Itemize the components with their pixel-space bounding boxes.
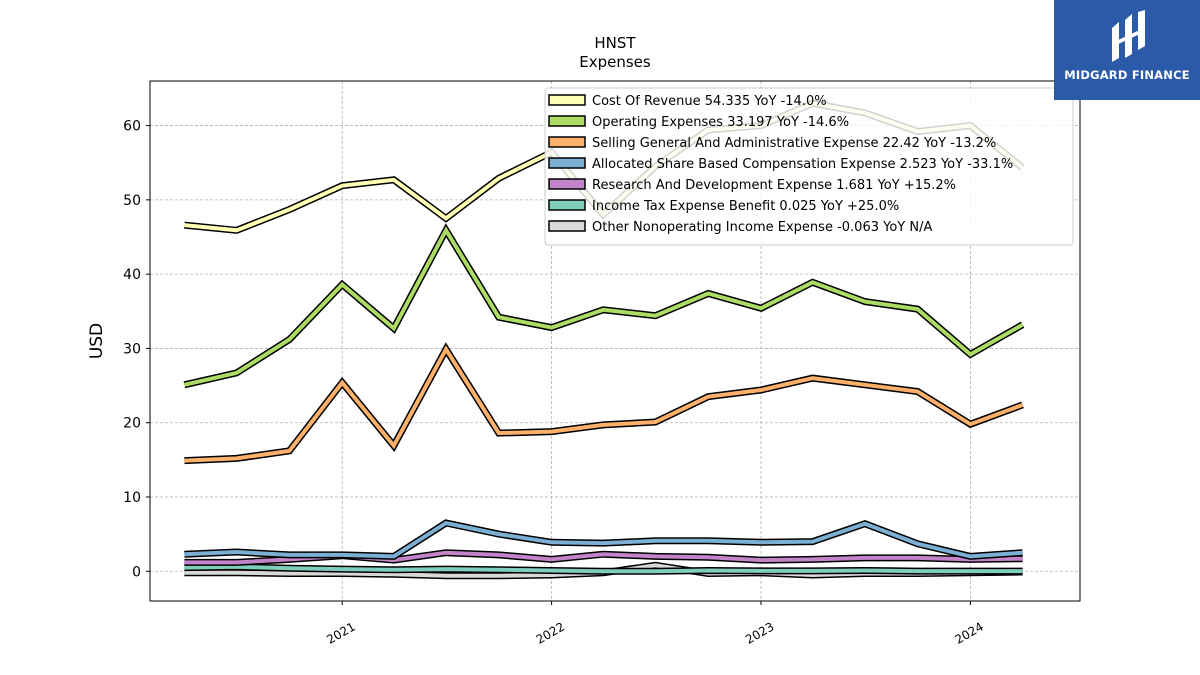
legend-swatch (548, 94, 586, 106)
x-tick-label: 2023 (743, 619, 776, 646)
y-tick-label: 10 (123, 490, 141, 506)
legend-entry: Income Tax Expense Benefit 0.025 YoY +25… (592, 199, 899, 214)
y-tick-label: 50 (123, 193, 141, 209)
logo-text: MIDGARD FINANCE (1064, 68, 1190, 82)
series-line (183, 226, 1024, 387)
series-line (184, 345, 1024, 463)
logo-mark-icon (1112, 10, 1145, 62)
x-tick-label: 2024 (952, 619, 985, 646)
y-axis-label: USD (87, 323, 107, 359)
legend-swatch (548, 115, 586, 127)
legend-swatch (548, 136, 586, 148)
series-line (184, 520, 1023, 559)
y-tick-label: 40 (123, 267, 141, 283)
legend-swatch (548, 199, 586, 211)
legend-swatch (548, 178, 586, 190)
brand-logo: MIDGARD FINANCE (1054, 0, 1200, 100)
legend-swatch (548, 220, 586, 232)
axes-frame (149, 80, 1081, 602)
y-tick-label: 0 (132, 564, 141, 580)
chart-title: HNST (594, 34, 636, 52)
legend-entry: Cost Of Revenue 54.335 YoY -14.0% (592, 94, 827, 109)
plot-area (183, 99, 1025, 580)
y-tick-label: 30 (123, 341, 141, 357)
chart-subtitle: Expenses (579, 53, 651, 71)
series-selling-general-and-administrative-expense (184, 342, 1024, 465)
series-outline (184, 342, 1024, 465)
legend-entry: Allocated Share Based Compensation Expen… (592, 157, 1013, 172)
y-tick-label: 20 (123, 416, 141, 432)
series-line (184, 564, 1023, 574)
legend-swatch (548, 157, 586, 169)
legend-entry: Selling General And Administrative Expen… (592, 136, 996, 151)
x-tick-label: 2021 (324, 619, 357, 646)
y-tick-label: 60 (123, 119, 141, 135)
series-income-tax-expense-benefit (184, 563, 1023, 575)
legend-entry: Research And Development Expense 1.681 Y… (592, 178, 956, 193)
legend-entry: Other Nonoperating Income Expense -0.063… (592, 220, 932, 235)
x-tick-label: 2022 (534, 619, 567, 646)
legend-entry: Operating Expenses 33.197 YoY -14.6% (592, 115, 849, 130)
series-allocated-share-based-compensation-expense (184, 519, 1023, 560)
legend: Cost Of Revenue 54.335 YoY -14.0% Operati… (544, 87, 1074, 246)
series-operating-expenses (183, 223, 1025, 389)
legend-box (544, 87, 1074, 246)
